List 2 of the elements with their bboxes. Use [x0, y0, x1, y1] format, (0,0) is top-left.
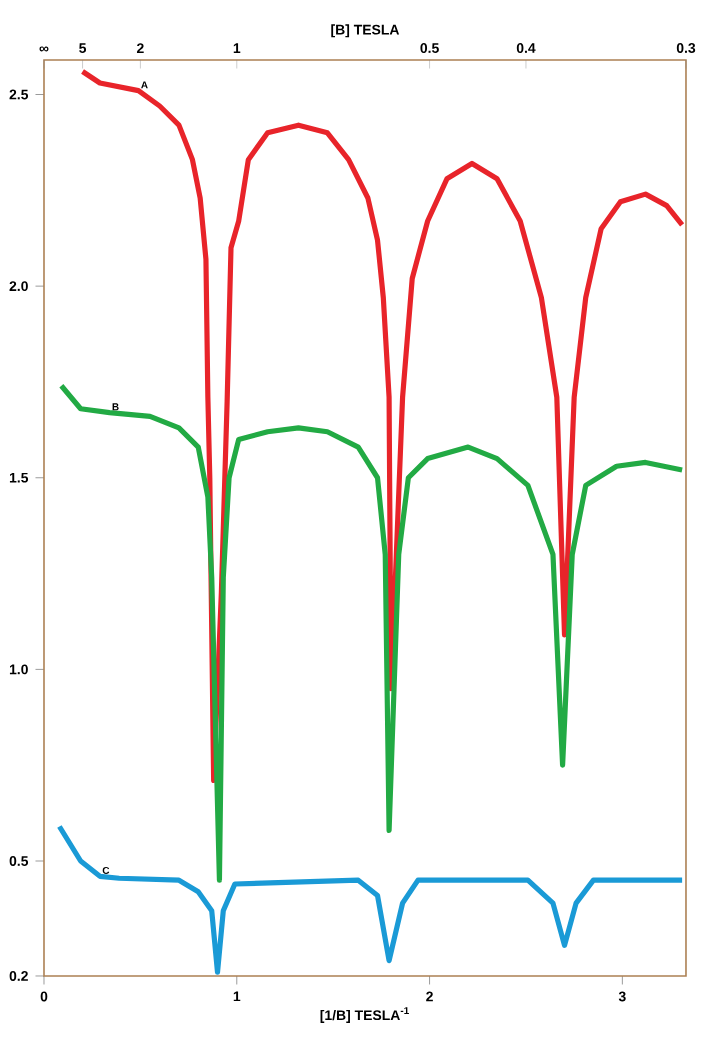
line-series [58, 383, 685, 883]
line-series [56, 823, 685, 975]
